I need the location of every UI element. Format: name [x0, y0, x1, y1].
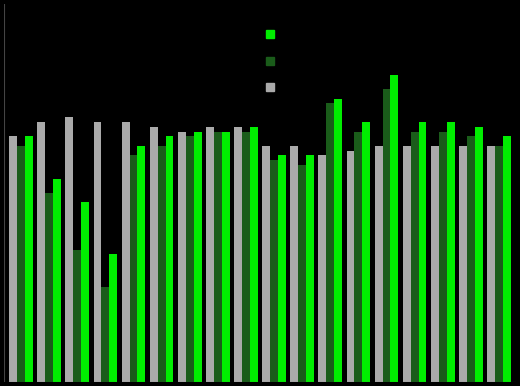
Bar [306, 155, 314, 382]
Bar [250, 127, 258, 382]
Bar [9, 136, 17, 382]
Bar [165, 136, 173, 382]
Bar [447, 122, 454, 382]
Bar [66, 117, 73, 382]
Bar [318, 155, 327, 382]
Bar [431, 146, 439, 382]
Bar [347, 151, 355, 382]
Bar [150, 127, 158, 382]
Bar [503, 136, 511, 382]
Bar [375, 146, 383, 382]
Bar [222, 132, 230, 382]
Bar [73, 250, 81, 382]
Bar [278, 155, 286, 382]
Bar [193, 132, 202, 382]
Bar [327, 103, 334, 382]
Bar [109, 254, 117, 382]
Bar [262, 146, 270, 382]
Bar [459, 146, 467, 382]
Bar [383, 89, 391, 382]
Bar [419, 122, 426, 382]
Bar [25, 136, 33, 382]
Bar [475, 127, 483, 382]
Bar [45, 193, 53, 382]
Bar [487, 146, 495, 382]
Bar [355, 132, 362, 382]
Bar [122, 122, 129, 382]
Bar [206, 127, 214, 382]
Bar [81, 202, 89, 382]
Bar [411, 132, 419, 382]
Bar [158, 146, 165, 382]
Bar [403, 146, 411, 382]
Bar [137, 146, 145, 382]
Bar [17, 146, 25, 382]
Bar [234, 127, 242, 382]
Bar [94, 122, 101, 382]
Bar [186, 136, 193, 382]
Bar [53, 179, 61, 382]
Bar [214, 132, 222, 382]
Bar [270, 160, 278, 382]
Bar [129, 155, 137, 382]
Bar [495, 146, 503, 382]
Bar [439, 132, 447, 382]
Bar [362, 122, 370, 382]
Bar [178, 132, 186, 382]
Bar [101, 288, 109, 382]
Bar [334, 98, 342, 382]
Bar [298, 165, 306, 382]
Bar [37, 122, 45, 382]
Bar [242, 132, 250, 382]
Bar [467, 136, 475, 382]
Bar [290, 146, 298, 382]
Bar [391, 75, 398, 382]
